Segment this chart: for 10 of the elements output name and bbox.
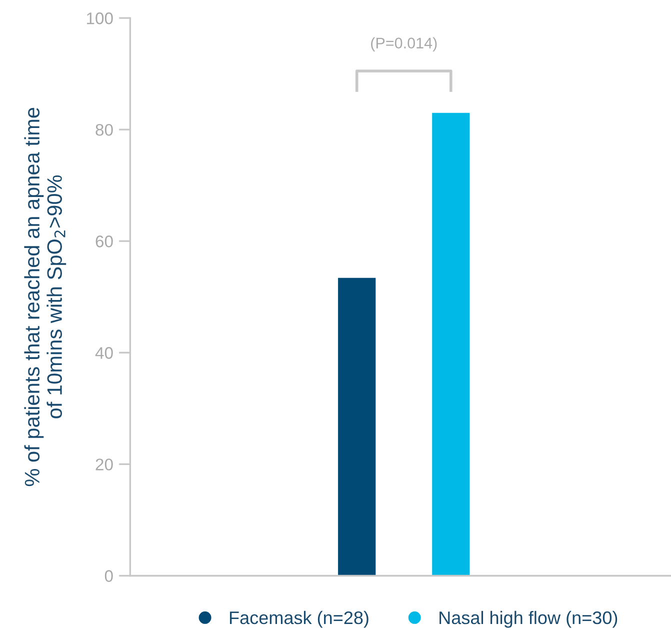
- annotation: (P=0.014): [371, 37, 437, 52]
- legend-label: Nasal high flow (n=30): [440, 610, 618, 628]
- y-tick-label: 100: [86, 12, 113, 24]
- y-tick-label: 20: [96, 458, 113, 470]
- y-axis-title: % of patients that reached an apnea time of 10mins with SpO$_{2}$>90%: [24, 108, 66, 486]
- y-tick-label: 80: [96, 124, 113, 136]
- y-tick-label: 60: [96, 236, 113, 248]
- y-tick-label: 40: [95, 347, 113, 359]
- y-tick-label: 0: [104, 570, 113, 582]
- legend-label: Facemask (n=28): [230, 610, 368, 628]
